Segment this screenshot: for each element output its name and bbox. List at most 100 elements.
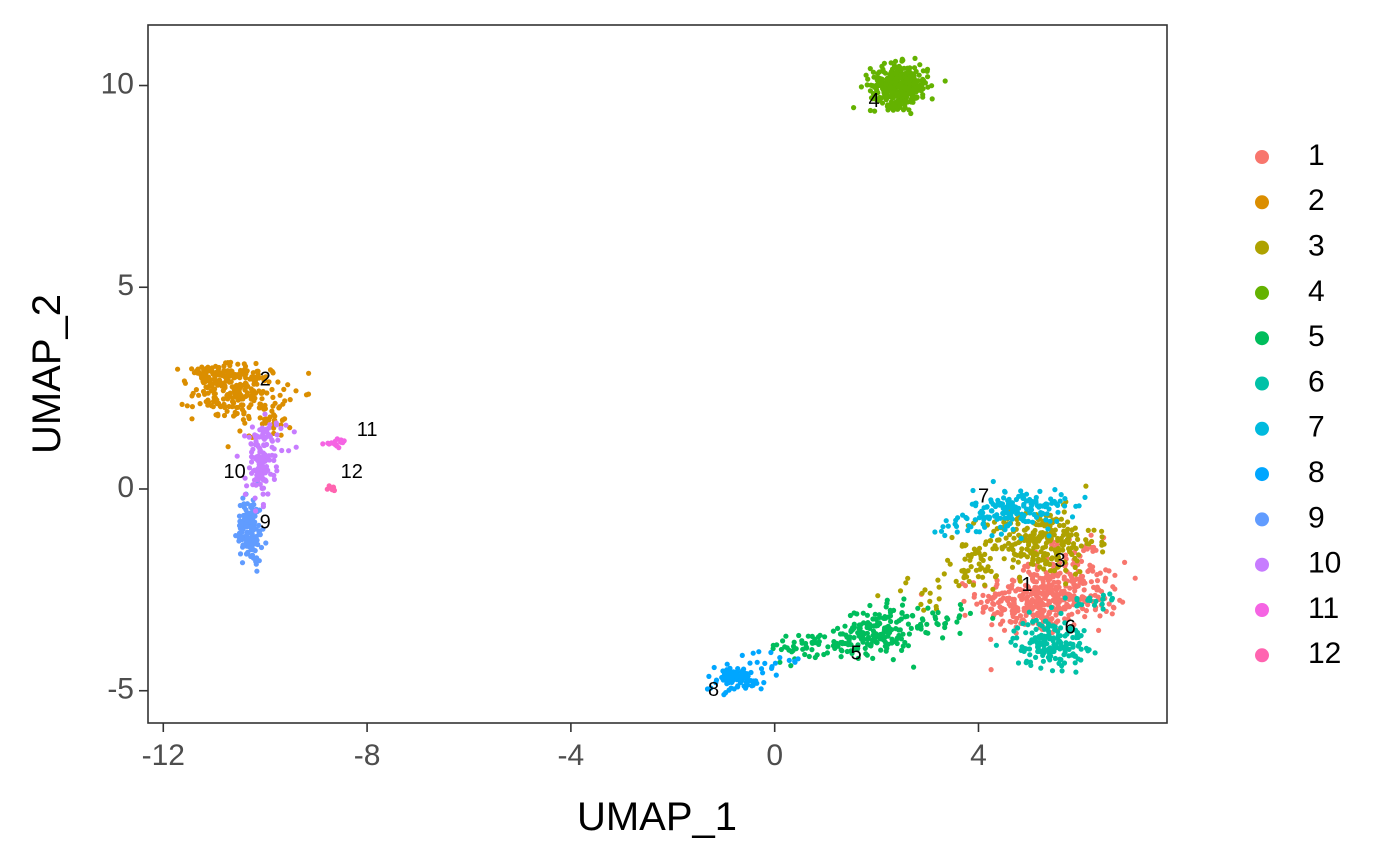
data-point [848, 642, 854, 648]
data-point [282, 398, 288, 404]
data-point [989, 606, 995, 612]
data-point [982, 582, 988, 588]
data-point [251, 538, 257, 544]
data-point [1018, 488, 1024, 494]
data-point [216, 364, 222, 371]
cluster-4-points [851, 55, 948, 117]
data-point [1110, 584, 1116, 590]
data-point [860, 610, 866, 616]
data-point [1036, 648, 1043, 654]
data-point [852, 646, 858, 653]
data-point [867, 66, 873, 72]
data-point [917, 62, 923, 68]
data-point [902, 85, 908, 92]
data-point [856, 625, 862, 631]
data-point [980, 609, 986, 615]
data-point [999, 590, 1005, 596]
data-point [221, 401, 227, 407]
data-point [260, 491, 266, 497]
legend-label: 9 [1308, 501, 1325, 534]
data-point [223, 378, 229, 384]
data-point [239, 560, 246, 566]
data-point [962, 570, 968, 576]
data-point [843, 632, 849, 638]
data-point [1017, 574, 1023, 580]
data-point [1120, 599, 1126, 605]
data-point [1002, 488, 1008, 494]
data-point [899, 56, 905, 62]
data-point [863, 72, 869, 78]
data-point [1132, 575, 1138, 581]
data-point [1049, 649, 1055, 655]
data-point [972, 517, 978, 523]
legend-key [1255, 557, 1269, 572]
data-point [257, 473, 263, 479]
data-point [1039, 623, 1045, 629]
data-point [1094, 572, 1100, 578]
data-point [1034, 544, 1040, 550]
data-point [906, 631, 913, 637]
data-point [1006, 546, 1012, 552]
data-point [791, 639, 797, 645]
legend-key [1255, 240, 1269, 255]
data-point [967, 610, 974, 617]
data-point [1037, 503, 1043, 509]
data-point [894, 640, 900, 647]
data-point [756, 649, 762, 655]
data-point [894, 70, 900, 76]
data-point [988, 667, 994, 673]
data-point [242, 420, 248, 426]
data-point [878, 82, 884, 88]
data-point [184, 403, 190, 409]
data-point [1015, 625, 1021, 631]
legend-label: 2 [1308, 184, 1325, 217]
data-point [919, 616, 926, 622]
data-point [982, 541, 989, 547]
data-point [1069, 545, 1075, 551]
data-point [998, 598, 1004, 604]
data-point [768, 649, 774, 656]
data-point [915, 605, 921, 611]
data-point [1025, 518, 1031, 525]
data-point [988, 499, 995, 505]
data-point [238, 524, 244, 530]
data-point [202, 379, 208, 385]
data-point [942, 624, 948, 631]
data-point [1010, 557, 1017, 563]
data-point [879, 100, 886, 106]
data-point [210, 398, 217, 405]
data-point [1103, 567, 1109, 573]
data-point [980, 510, 986, 516]
data-point [255, 541, 261, 548]
data-point [1060, 644, 1066, 650]
data-point [189, 416, 195, 422]
data-point [975, 574, 982, 580]
data-point [1018, 535, 1024, 542]
data-point [1060, 547, 1066, 553]
data-point [758, 666, 765, 672]
data-point [1021, 552, 1027, 558]
data-point [1033, 494, 1039, 501]
data-point [988, 508, 995, 514]
data-point [257, 401, 263, 407]
data-point [942, 532, 948, 539]
data-point [1090, 568, 1096, 574]
data-point [872, 108, 878, 114]
legend-label: 10 [1308, 547, 1341, 580]
data-point [1035, 558, 1041, 565]
data-point [888, 618, 894, 625]
data-point [1112, 572, 1118, 578]
data-point [1061, 509, 1067, 515]
data-point [1026, 646, 1033, 652]
data-point [932, 529, 938, 535]
data-point [1074, 584, 1080, 590]
data-point [246, 465, 253, 471]
data-point [1033, 499, 1039, 505]
data-point [1024, 598, 1030, 604]
data-point [1021, 527, 1027, 533]
data-point [900, 643, 906, 649]
data-point [773, 672, 779, 678]
data-point [1049, 616, 1055, 622]
data-point [1064, 529, 1070, 535]
